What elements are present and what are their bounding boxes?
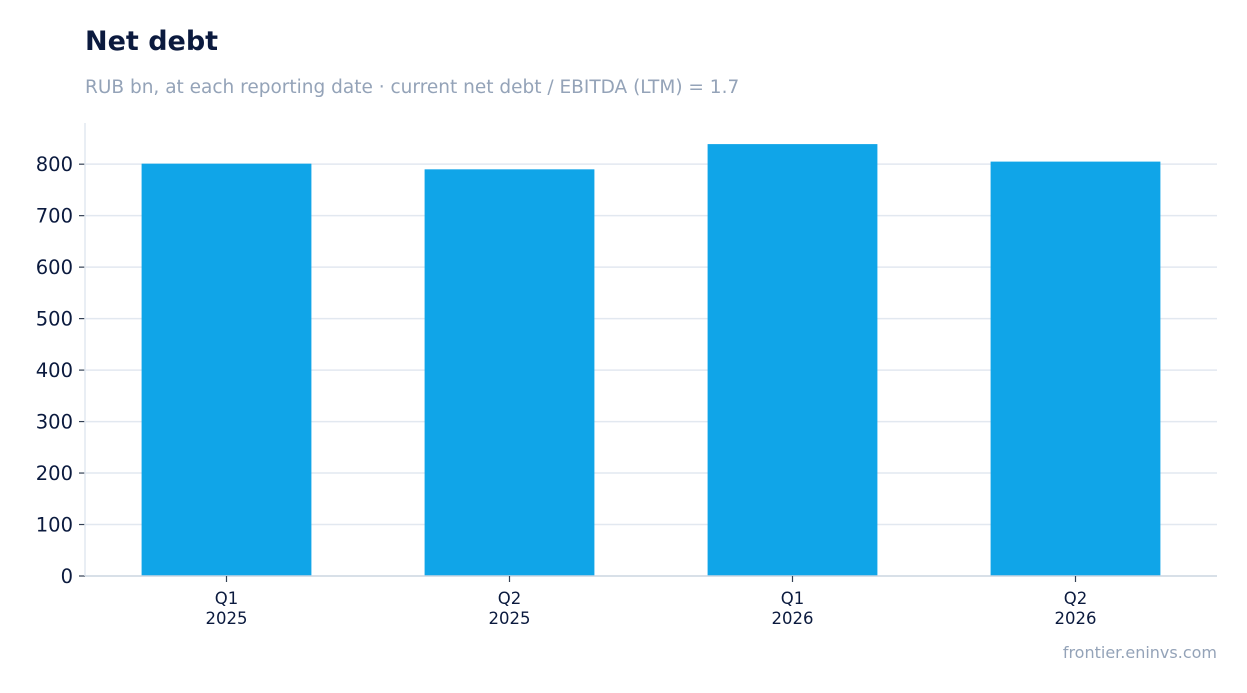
- chart-title: Net debt: [85, 26, 219, 57]
- x-tick-label: 2025: [489, 609, 531, 628]
- source-credit: frontier.eninvs.com: [1062, 643, 1217, 662]
- y-tick-label: 600: [36, 256, 73, 279]
- bars: [141, 144, 1161, 577]
- y-tick-labels: 0 100 200 300 400 500 600 700 800: [36, 153, 73, 588]
- y-tick-label: 700: [36, 205, 73, 228]
- y-tick-label: 400: [36, 359, 73, 382]
- x-tick-label: Q2: [498, 589, 522, 608]
- x-tick-label: 2026: [772, 609, 814, 628]
- x-tick-label: Q1: [215, 589, 239, 608]
- y-tick-label: 100: [36, 514, 73, 537]
- x-tick-label: Q2: [1064, 589, 1088, 608]
- x-tick-label: Q1: [781, 589, 805, 608]
- axes: [79, 123, 1217, 582]
- bar-1: [424, 169, 595, 577]
- y-tick-label: 800: [36, 153, 73, 176]
- x-tick-label: 2026: [1055, 609, 1097, 628]
- x-tick-label: 2025: [206, 609, 248, 628]
- y-tick-label: 300: [36, 411, 73, 434]
- y-tick-label: 0: [61, 565, 73, 588]
- bar-3: [990, 161, 1161, 576]
- bar-2: [707, 144, 878, 576]
- y-tick-label: 200: [36, 462, 73, 485]
- chart-subtitle: RUB bn, at each reporting date · current…: [85, 77, 740, 98]
- y-tick-label: 500: [36, 308, 73, 331]
- bar-0: [141, 163, 312, 576]
